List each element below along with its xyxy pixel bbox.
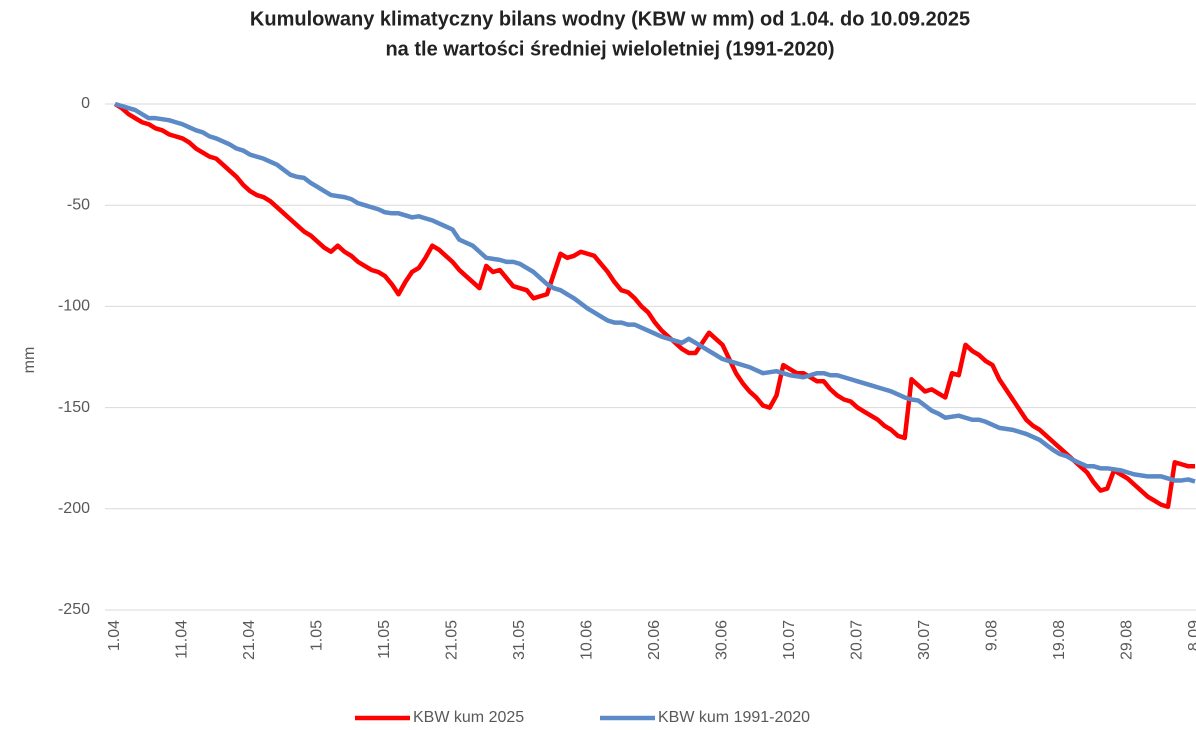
- y-tick-label: -250: [58, 601, 90, 618]
- x-tick-label: 11.05: [376, 620, 393, 659]
- x-tick-label: 8.09: [1186, 620, 1196, 651]
- x-tick-label: 9.08: [984, 620, 1001, 651]
- series-line: [114, 101, 1196, 484]
- x-tick-label: 30.07: [916, 620, 933, 660]
- x-tick-label: 20.06: [646, 620, 663, 660]
- x-tick-label: 19.08: [1051, 620, 1068, 660]
- x-tick-label: 30.06: [714, 620, 731, 660]
- series-line: [113, 102, 1195, 510]
- y-tick-label: 0: [81, 95, 90, 112]
- legend-label: KBW kum 1991-2020: [658, 709, 810, 726]
- y-tick-label: -200: [58, 500, 90, 517]
- chart-subtitle: na tle wartości średniej wieloletniej (1…: [385, 38, 834, 60]
- x-tick-label: 1.04: [106, 620, 123, 651]
- x-tick-label: 21.04: [241, 620, 258, 660]
- x-tick-label: 10.07: [781, 620, 798, 660]
- y-tick-label: -100: [58, 298, 90, 315]
- y-axis-label: mm: [21, 347, 38, 374]
- legend-label: KBW kum 2025: [413, 709, 524, 726]
- x-tick-label: 10.06: [579, 620, 596, 660]
- x-tick-label: 29.08: [1119, 620, 1136, 660]
- chart-title: Kumulowany klimatyczny bilans wodny (KBW…: [250, 8, 970, 30]
- x-tick-label: 31.05: [511, 620, 528, 660]
- y-tick-label: -50: [67, 196, 90, 213]
- x-tick-label: 1.05: [309, 620, 326, 651]
- x-tick-label: 11.04: [174, 620, 191, 659]
- x-tick-label: 21.05: [444, 620, 461, 660]
- y-tick-label: -150: [58, 399, 90, 416]
- x-tick-label: 20.07: [849, 620, 866, 660]
